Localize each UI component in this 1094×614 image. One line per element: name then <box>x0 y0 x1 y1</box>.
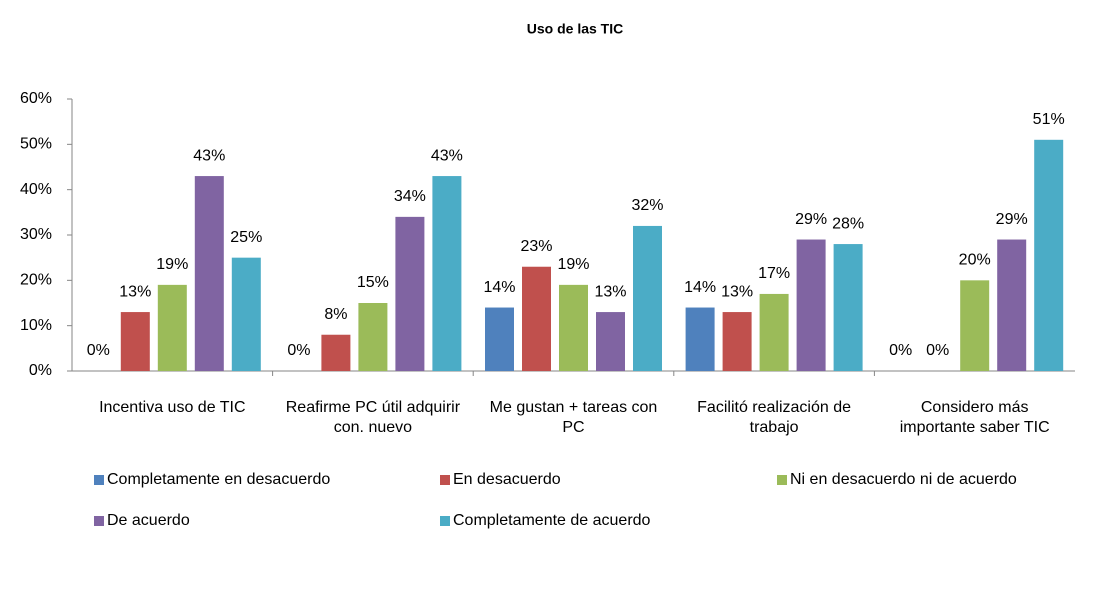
bar <box>833 244 863 371</box>
y-tick-label: 50% <box>20 136 52 153</box>
x-tick-label: Considero más importante saber TIC <box>899 399 1050 436</box>
value-label: 23% <box>520 238 552 255</box>
y-tick-label: 0% <box>29 362 52 379</box>
bar <box>685 307 715 371</box>
bar <box>395 216 425 371</box>
bar <box>559 284 588 371</box>
value-label: 25% <box>230 229 262 246</box>
y-tick-label: 40% <box>20 181 52 198</box>
bar <box>157 284 187 371</box>
bar <box>194 176 224 371</box>
value-label: 8% <box>324 306 347 323</box>
legend-swatch <box>94 475 104 485</box>
value-label: 29% <box>795 211 827 228</box>
legend-label: Ni en desacuerdo ni de acuerdo <box>790 471 1017 488</box>
bar <box>722 312 752 371</box>
legend-label: Completamente en desacuerdo <box>107 471 330 488</box>
y-tick-label: 10% <box>20 317 52 334</box>
value-label: 28% <box>832 215 864 232</box>
value-label: 13% <box>119 283 151 300</box>
legend-swatch <box>440 475 450 485</box>
value-label: 13% <box>721 283 753 300</box>
legend-label: Completamente de acuerdo <box>453 512 651 529</box>
value-label: 17% <box>758 265 790 282</box>
legend-swatch <box>94 516 104 526</box>
value-label: 32% <box>631 197 663 214</box>
value-label: 51% <box>1033 111 1065 128</box>
x-tick-label: Me gustan + tareas con PC <box>489 399 658 436</box>
bar <box>633 225 662 371</box>
bar <box>231 257 261 371</box>
bar <box>321 334 351 371</box>
bar <box>120 312 150 371</box>
x-tick-label: Reafirme PC útil adquirir con. nuevo <box>285 399 461 436</box>
bar <box>759 293 789 371</box>
bar <box>997 239 1027 371</box>
value-label: 19% <box>156 256 188 273</box>
value-label: 13% <box>594 283 626 300</box>
value-label: 0% <box>926 342 949 359</box>
value-label: 43% <box>193 147 225 164</box>
bar <box>796 239 826 371</box>
chart-title: Uso de las TIC <box>527 21 623 37</box>
y-tick-label: 20% <box>20 272 52 289</box>
value-label: 0% <box>287 342 310 359</box>
value-label: 14% <box>483 279 515 296</box>
legend-label: De acuerdo <box>107 512 190 529</box>
value-label: 19% <box>557 256 589 273</box>
bar <box>522 266 551 371</box>
value-label: 0% <box>889 342 912 359</box>
y-tick-label: 60% <box>20 90 52 107</box>
value-label: 15% <box>357 274 389 291</box>
value-label: 0% <box>87 342 110 359</box>
value-label: 14% <box>684 279 716 296</box>
bar <box>960 280 990 371</box>
bar <box>1034 139 1064 371</box>
value-label: 20% <box>959 252 991 269</box>
y-tick-label: 30% <box>20 226 52 243</box>
value-label: 34% <box>394 188 426 205</box>
bar <box>432 176 462 371</box>
bar <box>358 303 388 371</box>
value-label: 43% <box>431 147 463 164</box>
bar <box>596 312 625 371</box>
bar <box>485 307 514 371</box>
x-tick-label: Facilitó realización de trabajo <box>697 399 852 436</box>
legend-label: En desacuerdo <box>453 471 561 488</box>
legend-swatch <box>440 516 450 526</box>
legend-swatch <box>777 475 787 485</box>
value-label: 29% <box>996 211 1028 228</box>
x-tick-label: Incentiva uso de TIC <box>99 399 246 416</box>
